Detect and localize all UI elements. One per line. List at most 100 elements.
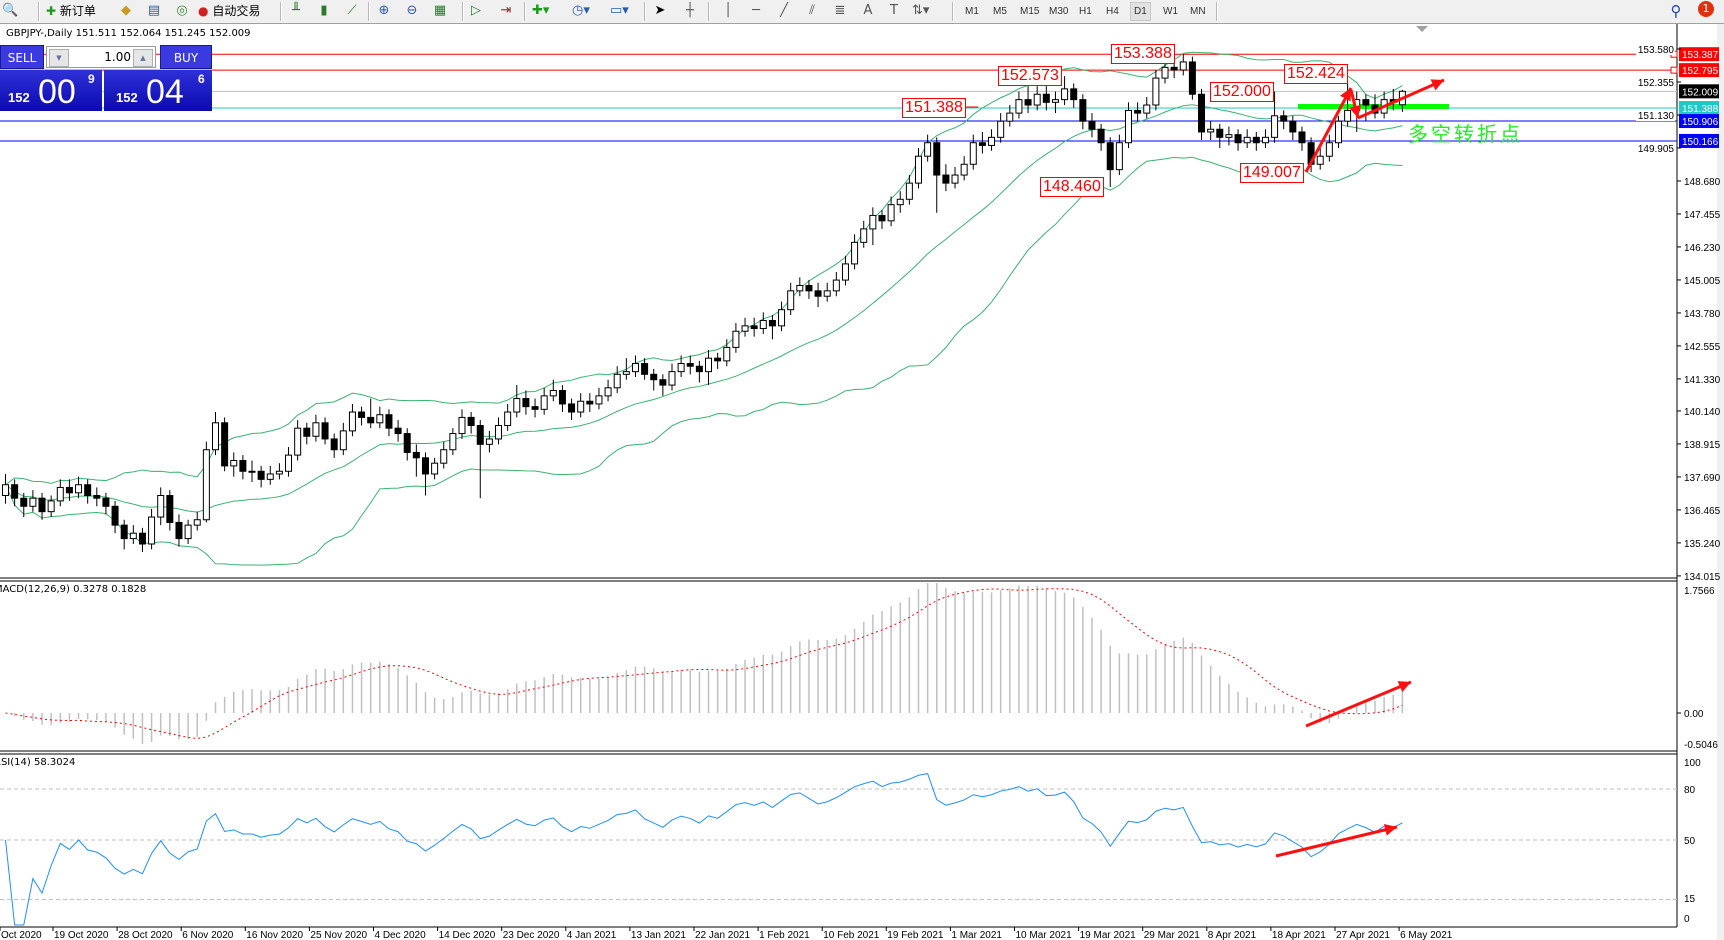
crosshair-icon[interactable]: ┼	[686, 3, 694, 18]
equidistant-channel-icon[interactable]: ⫽	[809, 3, 815, 18]
candle	[1079, 94, 1087, 130]
candle-body	[586, 400, 594, 405]
sell-button[interactable]: SELL	[0, 45, 44, 69]
candle	[741, 317, 749, 337]
bar-chart-icon[interactable]: ╨	[292, 3, 300, 18]
candle	[787, 282, 795, 316]
candle-body	[504, 411, 512, 426]
timeframe-m5[interactable]: M5	[993, 6, 1007, 17]
date-axis-label: 4 Jan 2021	[567, 930, 617, 940]
buy-button[interactable]: BUY	[160, 45, 212, 69]
candle	[339, 422, 347, 456]
candle	[768, 315, 776, 340]
tile-windows-icon[interactable]: ▦	[433, 3, 447, 18]
candle-body	[650, 373, 658, 381]
candle	[1051, 91, 1059, 114]
candle	[1179, 54, 1187, 76]
timeframe-mn[interactable]: MN	[1190, 6, 1206, 17]
candle	[558, 385, 566, 413]
trendline-icon[interactable]: ╱	[780, 3, 788, 18]
periods-icon[interactable]: ◷▾	[572, 3, 590, 18]
chart-shift-icon[interactable]: ⇥	[500, 3, 512, 18]
zoom-out-icon[interactable]: ⊖	[406, 3, 418, 18]
indicators-icon[interactable]: ✚▾	[532, 3, 550, 18]
search-icon[interactable]: ⚲	[1670, 2, 1682, 20]
candle	[1252, 131, 1260, 151]
candle	[522, 390, 530, 415]
candle-body	[1161, 66, 1169, 79]
lot-decrease-button[interactable]: ▼	[49, 49, 69, 67]
toolbar-separator	[644, 2, 646, 21]
zoom-in-icon[interactable]: ⊕	[378, 3, 390, 18]
price-note-148460[interactable]: 148.460	[1040, 177, 1104, 197]
candle	[330, 433, 338, 458]
chart-info: GBPJPY-,Daily 151.511 152.064 151.245 15…	[6, 28, 251, 39]
price-note-153388[interactable]: 153.388	[1111, 44, 1175, 64]
candlestick-icon[interactable]: ▮	[320, 3, 328, 18]
lot-increase-button[interactable]: ▲	[133, 49, 153, 67]
candle	[376, 406, 384, 429]
expert-icon[interactable]: ◆	[121, 3, 131, 18]
new-order-button[interactable]: ✚ 新订单	[46, 2, 96, 21]
price-note-152424[interactable]: 152.424	[1284, 64, 1348, 84]
timeframe-m15[interactable]: M15	[1020, 6, 1040, 17]
rsi-line	[5, 773, 1403, 926]
timeframe-d1[interactable]: D1	[1130, 2, 1151, 21]
price-note-149007[interactable]: 149.007	[1240, 163, 1304, 183]
timeframe-h1[interactable]: H1	[1079, 6, 1092, 17]
text-icon[interactable]: A	[863, 3, 873, 18]
signal-icon[interactable]: ◎	[176, 3, 188, 18]
candle	[841, 255, 849, 286]
price-axis-label-bg	[1636, 76, 1675, 88]
candle	[641, 358, 649, 380]
candle	[933, 137, 941, 213]
auto-trading-button[interactable]: ● 自动交易	[198, 2, 260, 21]
price-note-151388[interactable]: 151.388	[902, 98, 966, 118]
vertical-line-icon[interactable]: │	[724, 3, 732, 18]
candle-body	[495, 424, 503, 440]
candle-body	[1143, 104, 1151, 114]
candle	[577, 393, 585, 418]
ask-price-box[interactable]: 152 04 6	[104, 70, 212, 111]
candle-body	[1271, 115, 1279, 138]
candle	[348, 403, 356, 437]
chart-shift-marker-icon[interactable]	[1416, 26, 1428, 32]
fibonacci-icon[interactable]: ≣	[834, 3, 846, 18]
arrows-icon[interactable]: ⇅▾	[912, 3, 930, 18]
timeframe-h4[interactable]: H4	[1106, 6, 1119, 17]
candle	[120, 519, 128, 550]
price-tag	[1679, 114, 1719, 129]
chart-magnifier-icon[interactable]: 🔍	[2, 3, 19, 18]
notification-icon[interactable]: 1	[1698, 1, 1714, 17]
candle	[303, 422, 311, 445]
date-axis-label: 10 Mar 2021	[1016, 930, 1073, 940]
cursor-icon[interactable]: ➤	[654, 3, 666, 18]
bid-price-box[interactable]: 152 00 9	[0, 70, 102, 111]
candle	[102, 492, 110, 515]
candle	[1152, 70, 1160, 111]
candle-body	[403, 433, 411, 453]
candle	[129, 525, 137, 544]
candle	[750, 317, 758, 337]
reversal-point-note[interactable]: 多空转折点	[1408, 122, 1523, 146]
price-note-152000[interactable]: 152.000	[1210, 82, 1274, 102]
text-label-icon[interactable]: T	[890, 3, 898, 18]
timeframe-w1[interactable]: W1	[1163, 6, 1178, 17]
price-note-152573[interactable]: 152.573	[998, 66, 1062, 86]
candle	[1124, 102, 1132, 149]
lot-size-input[interactable]: ▼ 1.00 ▲	[46, 46, 156, 68]
horizontal-line-icon[interactable]: ─	[752, 3, 760, 18]
candle-body	[1051, 99, 1059, 103]
candle	[275, 463, 283, 480]
templates-icon[interactable]: ▭▾	[610, 3, 629, 18]
auto-scroll-icon[interactable]: ▷	[471, 3, 481, 18]
candle-body	[1316, 155, 1324, 165]
toolbar-separator	[524, 2, 526, 21]
timeframe-m1[interactable]: M1	[965, 6, 979, 17]
timeframe-m30[interactable]: M30	[1049, 6, 1069, 17]
candle-body	[230, 460, 238, 467]
line-chart-icon[interactable]: ⟋	[347, 3, 357, 18]
history-icon[interactable]: ▤	[147, 3, 161, 18]
price-axis-label: 142.555	[1684, 342, 1721, 353]
